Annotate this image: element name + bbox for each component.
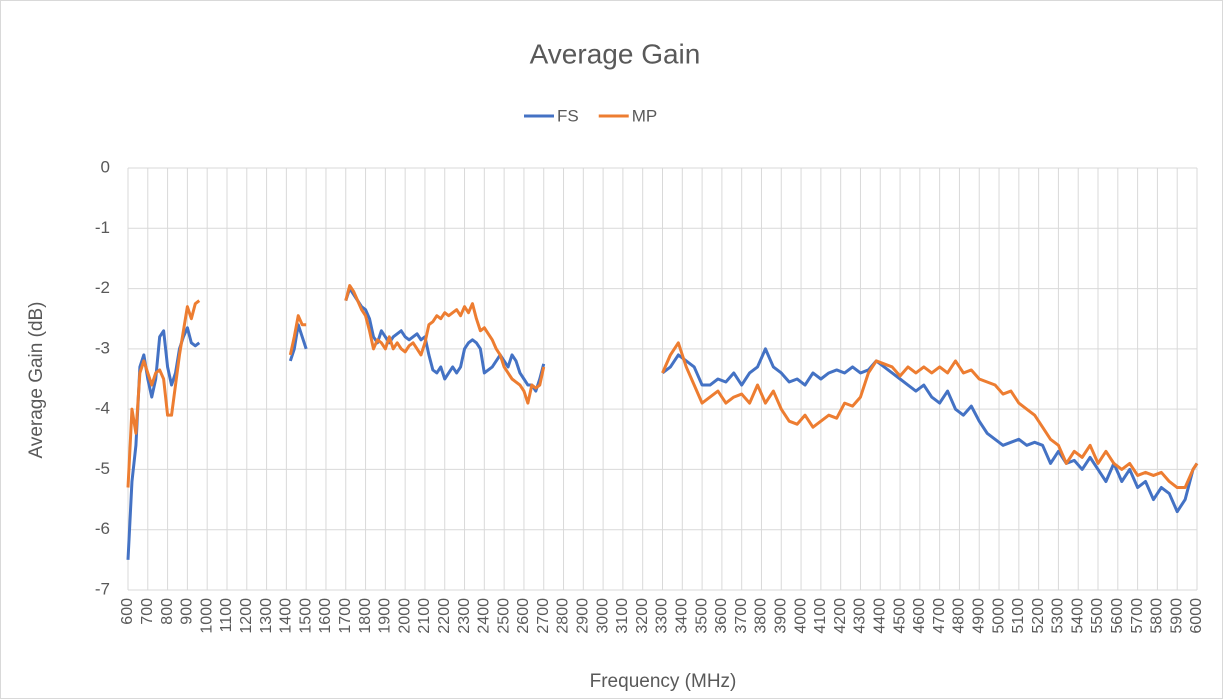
x-tick-label: 3500	[693, 598, 710, 634]
x-tick-label: 4100	[812, 598, 829, 634]
x-tick-label: 3000	[594, 598, 611, 634]
x-tick-label: 4200	[832, 598, 849, 634]
x-tick-label: 4000	[792, 598, 809, 634]
x-tick-label: 4900	[970, 598, 987, 634]
x-tick-label: 3400	[674, 598, 691, 634]
x-tick-label: 4600	[911, 598, 928, 634]
x-tick-label: 2500	[495, 598, 512, 634]
series-line	[126, 287, 1199, 560]
legend-label: MP	[632, 106, 658, 125]
y-tick-label: -4	[95, 399, 110, 418]
x-tick-label: 4400	[871, 598, 888, 634]
x-tick-label: 5500	[1089, 598, 1106, 634]
x-tick-label: 4300	[852, 598, 869, 634]
chart-title: Average Gain	[530, 38, 701, 69]
x-tick-label: 4700	[931, 598, 948, 634]
x-tick-label: 1600	[317, 598, 334, 634]
x-tick-label: 3700	[733, 598, 750, 634]
x-tick-label: 2700	[535, 598, 552, 634]
legend-label: FS	[557, 106, 579, 125]
x-tick-label: 3200	[634, 598, 651, 634]
x-tick-label: 3600	[713, 598, 730, 634]
x-tick-label: 5900	[1168, 598, 1185, 634]
x-tick-label: 4800	[951, 598, 968, 634]
x-tick-label: 1800	[357, 598, 374, 634]
x-tick-label: 1300	[258, 598, 275, 634]
x-tick-label: 1000	[198, 598, 215, 634]
y-tick-label: -1	[95, 218, 110, 237]
x-tick-label: 1400	[278, 598, 295, 634]
x-tick-label: 5400	[1069, 598, 1086, 634]
x-tick-label: 6000	[1188, 598, 1205, 634]
x-tick-label: 2000	[396, 598, 413, 634]
x-tick-label: 2800	[555, 598, 572, 634]
x-axis-title: Frequency (MHz)	[590, 671, 737, 692]
y-tick-label: 0	[101, 157, 110, 176]
x-tick-label: 5000	[990, 598, 1007, 634]
x-tick-label: 3800	[753, 598, 770, 634]
x-tick-label: 2200	[436, 598, 453, 634]
x-tick-label: 2900	[575, 598, 592, 634]
x-tick-label: 600	[119, 598, 136, 625]
x-tick-label: 1500	[297, 598, 314, 634]
series-line	[126, 284, 1199, 490]
x-tick-label: 5300	[1050, 598, 1067, 634]
x-tick-label: 900	[179, 598, 196, 625]
x-tick-label: 1700	[337, 598, 354, 634]
x-tick-label: 5700	[1129, 598, 1146, 634]
x-tick-label: 2300	[456, 598, 473, 634]
x-tick-label: 3300	[654, 598, 671, 634]
x-tick-label: 2600	[515, 598, 532, 634]
x-tick-label: 5600	[1109, 598, 1126, 634]
x-tick-label: 3900	[772, 598, 789, 634]
x-tick-label: 5100	[1010, 598, 1027, 634]
x-tick-label: 700	[139, 598, 156, 625]
y-tick-label: -7	[95, 579, 110, 598]
x-tick-label: 5200	[1030, 598, 1047, 634]
x-tick-label: 2400	[476, 598, 493, 634]
x-tick-label: 4500	[891, 598, 908, 634]
x-tick-label: 1100	[218, 598, 235, 633]
x-tick-label: 800	[159, 598, 176, 625]
x-tick-label: 1200	[238, 598, 255, 634]
y-tick-label: -5	[95, 459, 110, 478]
y-tick-label: -6	[95, 519, 110, 538]
x-tick-label: 1900	[377, 598, 394, 634]
y-axis-title: Average Gain (dB)	[26, 301, 47, 458]
x-tick-label: 3100	[614, 598, 631, 634]
y-tick-label: -2	[95, 278, 110, 297]
x-tick-label: 2100	[416, 598, 433, 634]
x-tick-label: 5800	[1149, 598, 1166, 634]
y-tick-label: -3	[95, 338, 110, 357]
